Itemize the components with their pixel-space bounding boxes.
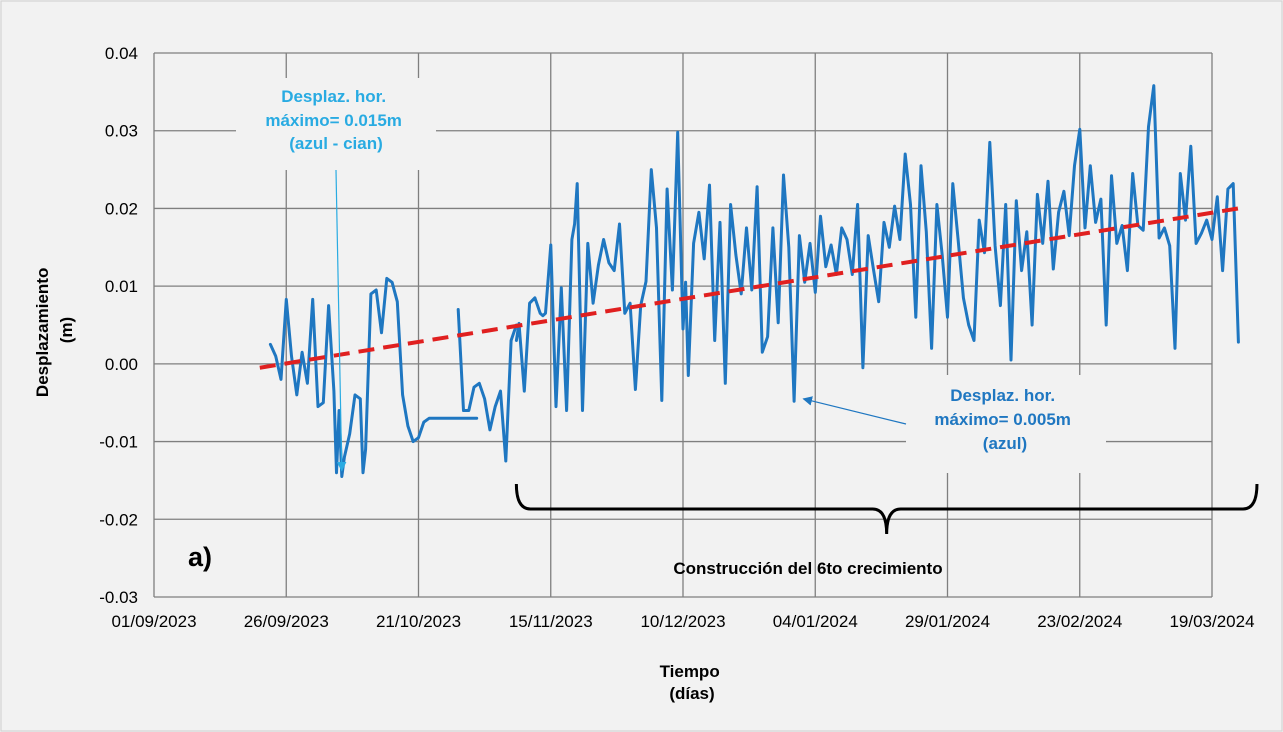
x-axis-ticks: 01/09/2023 26/09/2023 21/10/2023 15/11/2023… [111,612,1254,631]
annotation-cyan-box [236,78,436,170]
construction-brace [514,483,1259,535]
y-tick-label: 0.02 [105,199,138,218]
y-axis-title: Desplazamiento (m) [33,263,76,397]
annotation-blue-box [906,375,1106,473]
y-tick-label: 0.00 [105,355,138,374]
x-tick-label: 04/01/2024 [773,612,858,631]
x-tick-label: 15/11/2023 [509,612,593,631]
annotation-blue-line3: (azul) [983,434,1027,453]
series-line-segment [268,276,479,478]
x-axis-title: Tiempo (días) [660,662,725,703]
x-tick-label: 26/09/2023 [244,612,329,631]
x-tick-label: 23/02/2024 [1037,612,1122,631]
y-axis-ticks: 0.04 0.03 0.02 0.01 0.00 -0.01 -0.02 -0.03 [99,44,138,607]
y-tick-label: 0.01 [105,277,138,296]
series-line-segment [456,308,518,463]
y-axis-title-line2: (m) [57,317,76,343]
x-tick-label: 29/01/2024 [905,612,990,631]
annotation-cyan: Desplaz. hor. máximo= 0.015m (azul - cia… [265,87,406,153]
y-tick-label: 0.03 [105,122,138,141]
x-axis-title-line1: Tiempo [660,662,720,681]
y-tick-label: 0.04 [105,44,138,63]
displacement-series [268,84,1240,478]
y-tick-label: -0.03 [99,588,138,607]
panel-label: a) [188,542,212,572]
annotation-blue: Desplaz. hor. máximo= 0.005m (azul) [934,386,1075,453]
x-axis-title-line2: (días) [669,684,714,703]
x-tick-label: 10/12/2023 [640,612,725,631]
annotation-blue-line2: máximo= 0.005m [934,410,1071,429]
x-tick-label: 01/09/2023 [111,612,196,631]
x-tick-label: 21/10/2023 [376,612,461,631]
trend-line [259,206,1239,370]
annotation-blue-arrow [802,396,907,425]
construction-label: Construcción del 6to crecimiento [673,559,942,578]
y-tick-label: -0.02 [99,510,138,529]
annotation-cyan-line1: Desplaz. hor. [281,87,386,106]
series-line-segment [514,84,1240,412]
annotation-cyan-line2: máximo= 0.015m [265,111,402,130]
annotation-cyan-arrow [335,169,347,472]
x-tick-label: 19/03/2024 [1169,612,1254,631]
annotation-blue-line1: Desplaz. hor. [950,386,1055,405]
y-tick-label: -0.01 [99,433,138,452]
y-axis-title-line1: Desplazamiento [33,268,52,397]
annotation-cyan-line3: (azul - cian) [289,134,383,153]
